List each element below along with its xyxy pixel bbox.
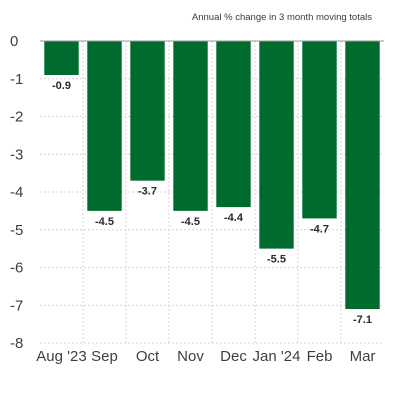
bar [259, 41, 294, 249]
x-tick-label: Dec [220, 348, 247, 365]
x-tick-label: Sep [91, 348, 118, 365]
bar [130, 41, 165, 181]
labels: 0 -1 -2 -3 -4 -5 -6 -7 -8 -0.9 Aug '23 -4.5 Sep -3.7 O… [10, 33, 375, 365]
y-tick-label: -2 [10, 109, 23, 126]
data-label: -5.5 [267, 254, 286, 266]
bars [44, 41, 380, 310]
data-label: -4.7 [310, 223, 329, 235]
y-tick-label: -7 [10, 297, 23, 314]
y-tick-label: -8 [10, 335, 23, 352]
bar [44, 41, 79, 75]
y-tick-label: 0 [10, 33, 18, 50]
bar [345, 41, 380, 310]
y-tick-label: -6 [10, 260, 23, 277]
y-tick-label: -3 [10, 146, 23, 163]
data-label: -7.1 [353, 314, 372, 326]
bar [173, 41, 208, 211]
data-label: -4.4 [224, 212, 244, 224]
x-tick-label: Aug '23 [36, 348, 86, 365]
x-tick-label: Mar [350, 348, 376, 365]
y-tick-label: -5 [10, 222, 23, 239]
x-tick-label: Feb [307, 348, 333, 365]
data-label: -0.9 [52, 80, 71, 92]
y-tick-label: -1 [10, 71, 23, 88]
chart-subtitle: Annual % change in 3 month moving totals [192, 12, 372, 23]
x-tick-label: Jan '24 [253, 348, 301, 365]
bar [216, 41, 251, 208]
data-label: -4.5 [181, 216, 200, 228]
x-tick-label: Oct [136, 348, 160, 365]
x-tick-label: Nov [177, 348, 204, 365]
data-label: -4.5 [95, 216, 114, 228]
y-tick-label: -4 [10, 184, 23, 201]
bar [302, 41, 337, 219]
bar [87, 41, 122, 211]
data-label: -3.7 [138, 186, 157, 198]
